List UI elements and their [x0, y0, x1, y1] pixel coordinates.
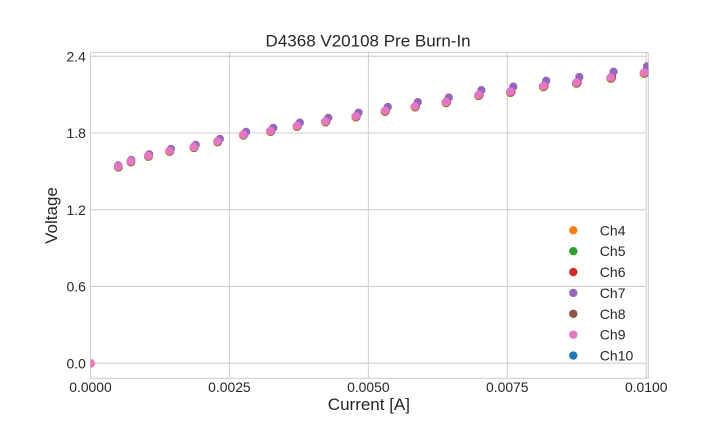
svg-text:1.8: 1.8	[66, 125, 86, 141]
svg-text:0.0025: 0.0025	[208, 379, 251, 395]
svg-text:0.0050: 0.0050	[347, 379, 390, 395]
svg-text:0.0100: 0.0100	[625, 379, 668, 395]
svg-text:Current [A]: Current [A]	[328, 395, 410, 414]
svg-text:Ch5: Ch5	[600, 243, 626, 259]
svg-text:0.0: 0.0	[66, 355, 86, 371]
svg-text:Ch9: Ch9	[600, 327, 626, 343]
svg-text:Ch4: Ch4	[600, 222, 626, 238]
svg-text:Voltage: Voltage	[42, 187, 61, 244]
svg-text:0.0075: 0.0075	[486, 379, 529, 395]
svg-text:2.4: 2.4	[66, 48, 86, 64]
svg-text:Ch8: Ch8	[600, 306, 626, 322]
svg-text:Ch7: Ch7	[600, 285, 626, 301]
svg-text:Ch10: Ch10	[600, 348, 634, 364]
svg-text:0.0000: 0.0000	[69, 379, 112, 395]
svg-text:0.6: 0.6	[66, 279, 86, 295]
svg-text:D4368 V20108 Pre Burn-In: D4368 V20108 Pre Burn-In	[266, 32, 471, 51]
svg-text:Ch6: Ch6	[600, 264, 626, 280]
svg-text:1.2: 1.2	[66, 202, 86, 218]
